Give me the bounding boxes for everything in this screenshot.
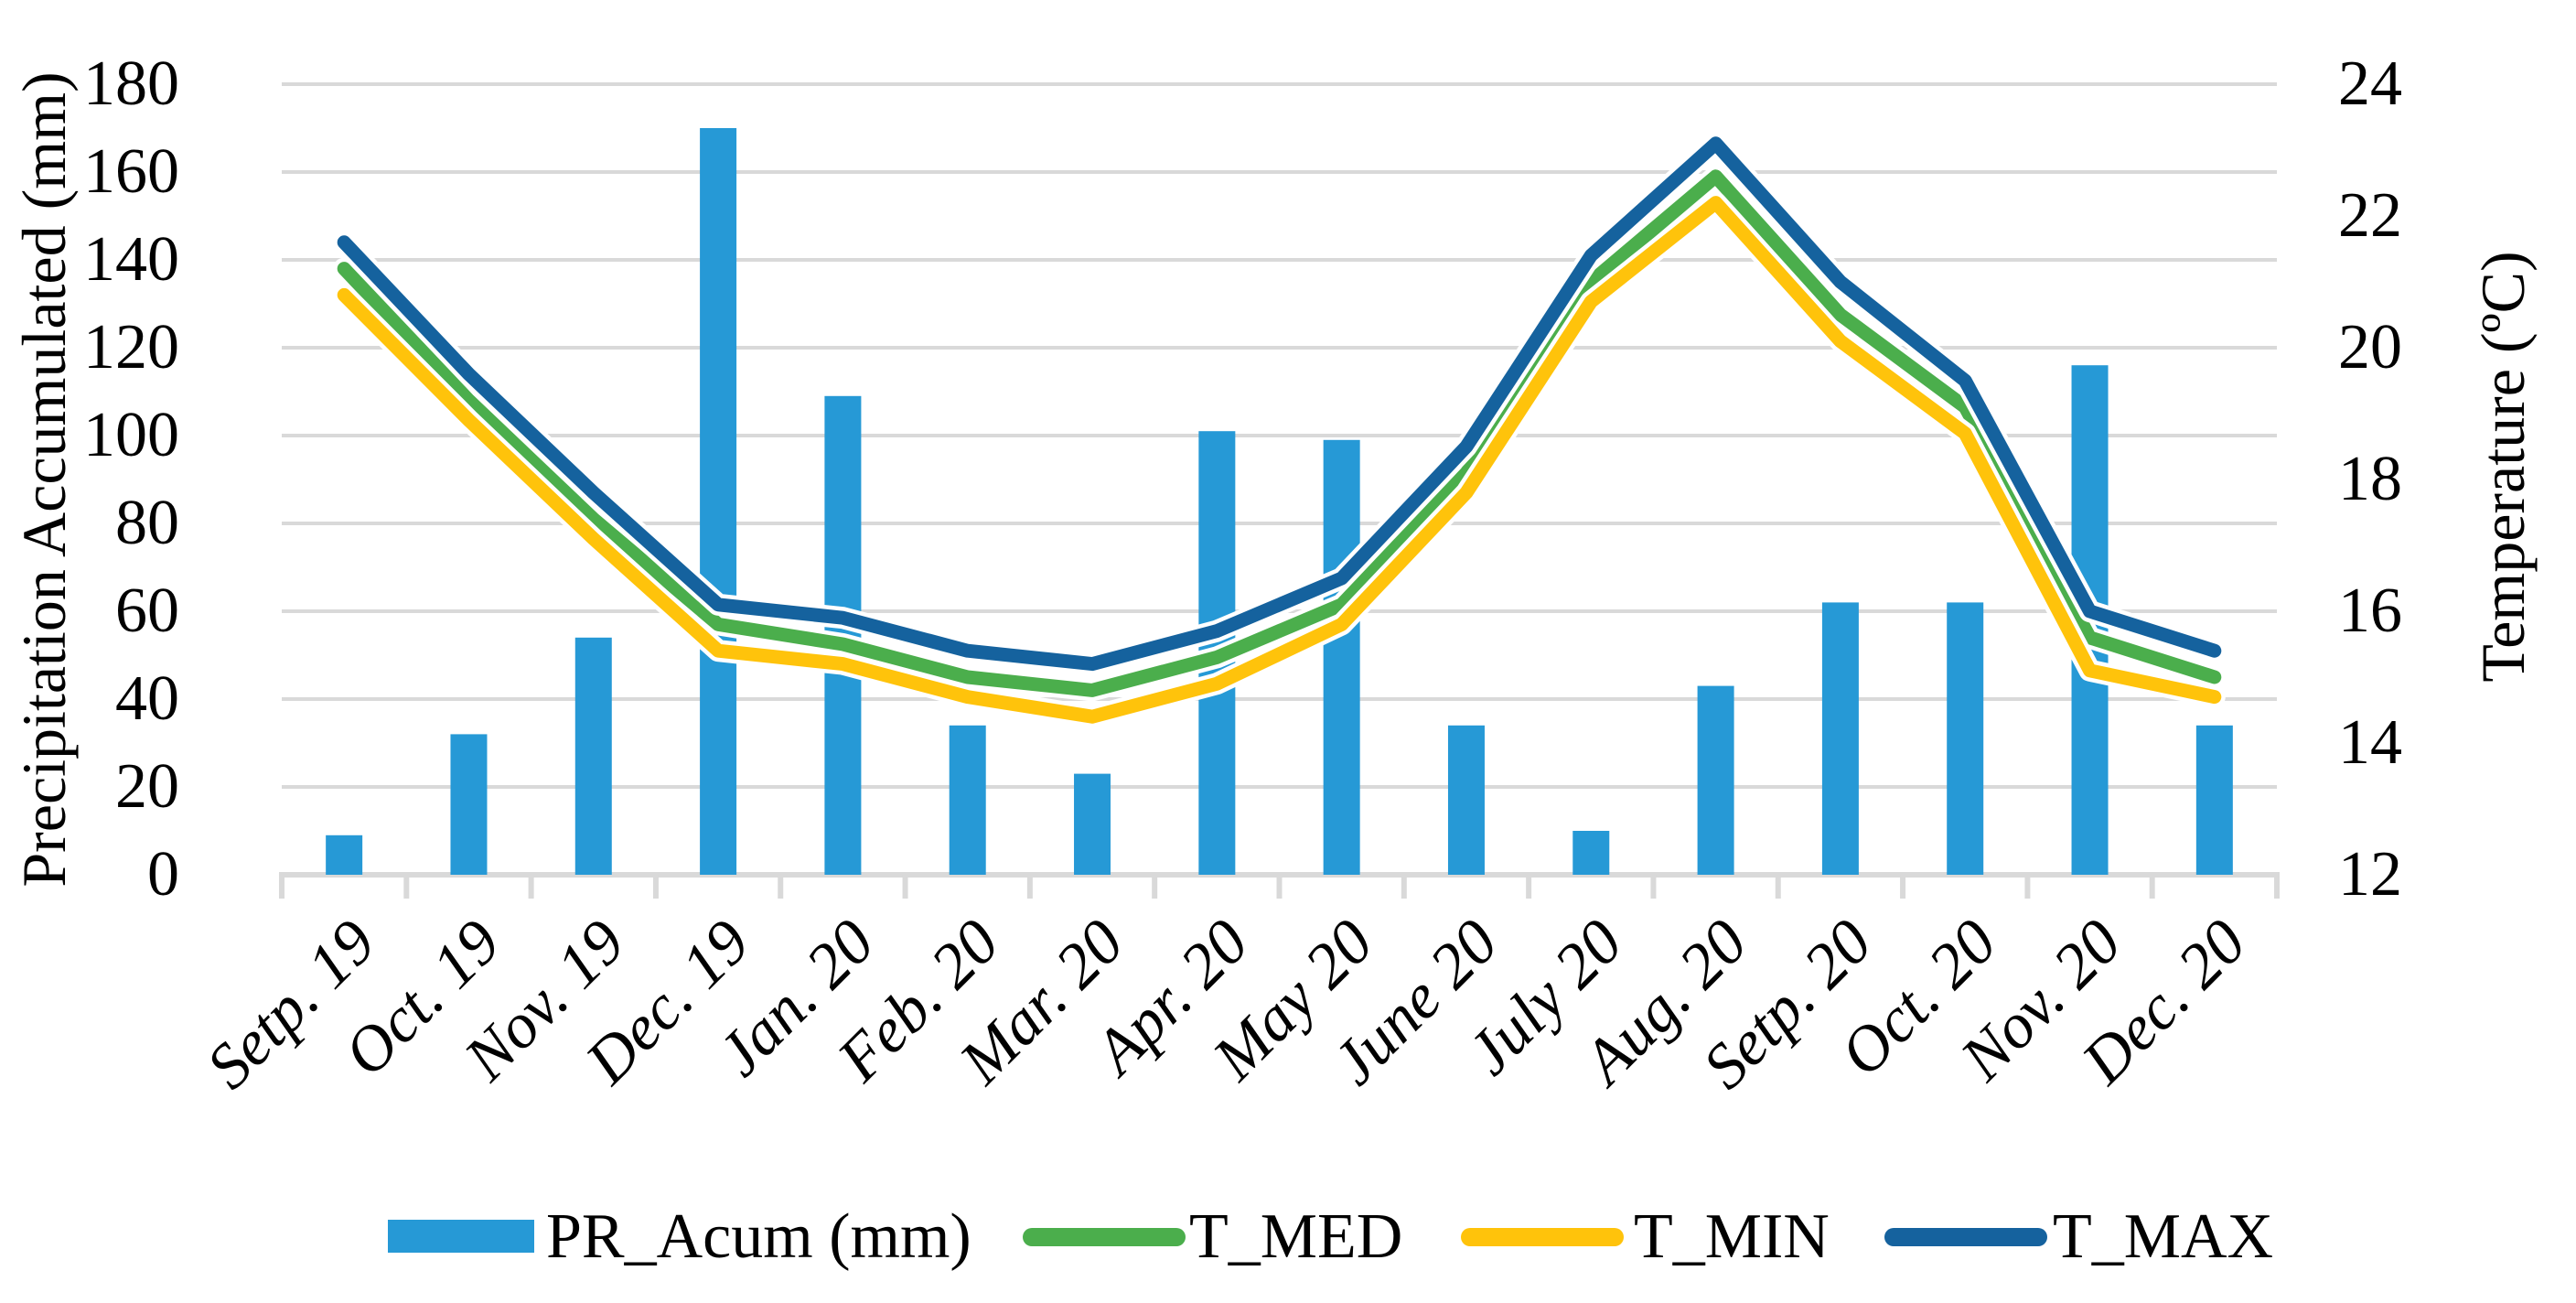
line-T_MED (337, 169, 2222, 697)
line-T_MIN (337, 196, 2222, 724)
bar-Oct. 20 (1947, 602, 1984, 875)
bar-Mar. 20 (1074, 773, 1111, 875)
legend-label-t-min: T_MIN (1634, 1201, 1830, 1272)
right-axis-tick-22: 22 (2338, 180, 2402, 251)
legend-label-pr-acum: PR_Acum (mm) (546, 1201, 971, 1272)
bar-Oct. 19 (450, 734, 488, 875)
right-axis-tick-12: 12 (2338, 839, 2402, 910)
bar-June 20 (1447, 725, 1485, 875)
bar-July 20 (1572, 831, 1610, 875)
left-axis-tick-40: 40 (115, 663, 179, 734)
line-T_MAX (337, 136, 2222, 672)
left-axis-title: Precipitation Accumulated (mm) (9, 71, 79, 888)
left-axis-tick-140: 140 (83, 224, 179, 295)
bar-Feb. 20 (949, 725, 986, 875)
right-axis-tick-14: 14 (2338, 707, 2402, 778)
left-axis-tick-180: 180 (83, 48, 179, 119)
left-axis-tick-20: 20 (115, 751, 179, 822)
right-axis-tick-20: 20 (2338, 312, 2402, 382)
bar-Setp. 20 (1821, 602, 1859, 875)
left-axis-tick-120: 120 (83, 312, 179, 382)
x-tick-label-Setp. 19: Setp. 19 (194, 907, 390, 1103)
legend-swatch-t-med (1023, 1228, 1186, 1246)
left-axis-tick-60: 60 (115, 576, 179, 646)
right-axis-tick-18: 18 (2338, 444, 2402, 514)
legend-swatch-t-min (1461, 1228, 1624, 1246)
left-axis-tick-0: 0 (147, 839, 179, 910)
right-axis-tick-24: 24 (2338, 48, 2402, 119)
bar-Nov. 19 (574, 637, 612, 875)
bar-Setp. 19 (326, 835, 363, 875)
bar-Dec. 19 (700, 128, 737, 875)
left-axis-tick-100: 100 (83, 400, 179, 470)
legend-label-t-med: T_MED (1189, 1201, 1403, 1272)
left-axis-tick-160: 160 (83, 136, 179, 207)
legend-label-t-max: T_MAX (2053, 1201, 2274, 1272)
legend-swatch-pr-acum (388, 1220, 534, 1253)
legend-swatch-t-max (1884, 1228, 2047, 1246)
bar-May 20 (1323, 439, 1360, 875)
left-axis-tick-80: 80 (115, 488, 179, 558)
right-axis-title: Temperature (ºC) (2468, 251, 2538, 683)
bar-Aug. 20 (1697, 685, 1734, 875)
bar-Dec. 20 (2195, 725, 2233, 875)
right-axis-tick-16: 16 (2338, 576, 2402, 646)
